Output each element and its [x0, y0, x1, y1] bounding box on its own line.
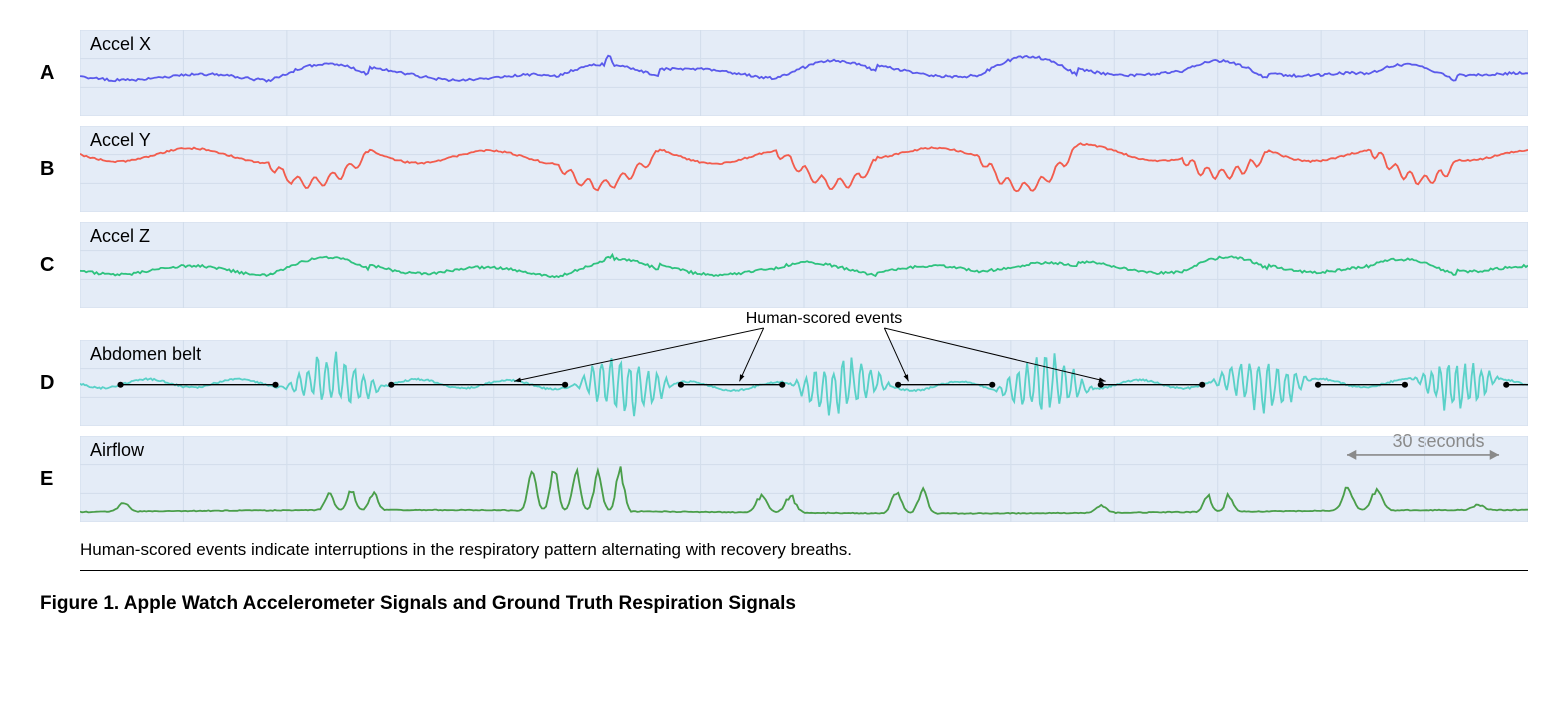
panel-letter: E	[40, 468, 62, 491]
panel-title: Accel X	[90, 34, 151, 55]
panel-row-d: D Abdomen beltHuman-scored events	[40, 340, 1528, 426]
event-marker-dot	[989, 382, 995, 388]
panel-row-b: B Accel Y	[40, 126, 1528, 212]
panel-letter: C	[40, 254, 62, 277]
caption-row: Human-scored events indicate interruptio…	[80, 540, 1528, 571]
annotation-label: Human-scored events	[746, 310, 903, 328]
event-marker-dot	[1199, 382, 1205, 388]
event-marker-dot	[1503, 382, 1509, 388]
event-marker-dot	[388, 382, 394, 388]
panel-title: Abdomen belt	[90, 344, 201, 365]
panel-plot-abdomen-belt: Abdomen beltHuman-scored events	[80, 340, 1528, 426]
figure-title: Figure 1. Apple Watch Accelerometer Sign…	[40, 593, 1528, 615]
event-marker-dot	[779, 382, 785, 388]
event-marker-dot	[1098, 382, 1104, 388]
event-marker-dot	[562, 382, 568, 388]
event-marker-dot	[1315, 382, 1321, 388]
panel-svg	[80, 340, 1528, 426]
panel-row-e: E Airflow30 seconds	[40, 436, 1528, 522]
panel-title: Accel Z	[90, 226, 150, 247]
event-marker-dot	[678, 382, 684, 388]
panel-title: Airflow	[90, 440, 144, 461]
panels-wrap: AAccel XBAccel YCAccel ZDAbdomen beltHum…	[40, 30, 1528, 522]
event-marker-dot	[272, 382, 278, 388]
event-marker-dot	[895, 382, 901, 388]
panel-svg	[80, 126, 1528, 212]
panel-plot-airflow: Airflow30 seconds	[80, 436, 1528, 522]
panel-letter: D	[40, 372, 62, 395]
panel-title: Accel Y	[90, 130, 151, 151]
panel-row-a: A Accel X	[40, 30, 1528, 116]
panel-svg	[80, 222, 1528, 308]
panel-plot-accel-y: Accel Y	[80, 126, 1528, 212]
panel-svg	[80, 436, 1528, 522]
panel-svg	[80, 30, 1528, 116]
panel-row-c: C Accel Z	[40, 222, 1528, 308]
panel-letter: A	[40, 62, 62, 85]
scale-bar	[1347, 450, 1499, 460]
panel-plot-accel-z: Accel Z	[80, 222, 1528, 308]
event-marker-dot	[1402, 382, 1408, 388]
panel-letter: B	[40, 158, 62, 181]
panel-plot-accel-x: Accel X	[80, 30, 1528, 116]
figure-container: AAccel XBAccel YCAccel ZDAbdomen beltHum…	[40, 30, 1528, 615]
event-marker-dot	[117, 382, 123, 388]
caption-text: Human-scored events indicate interruptio…	[80, 540, 1528, 560]
